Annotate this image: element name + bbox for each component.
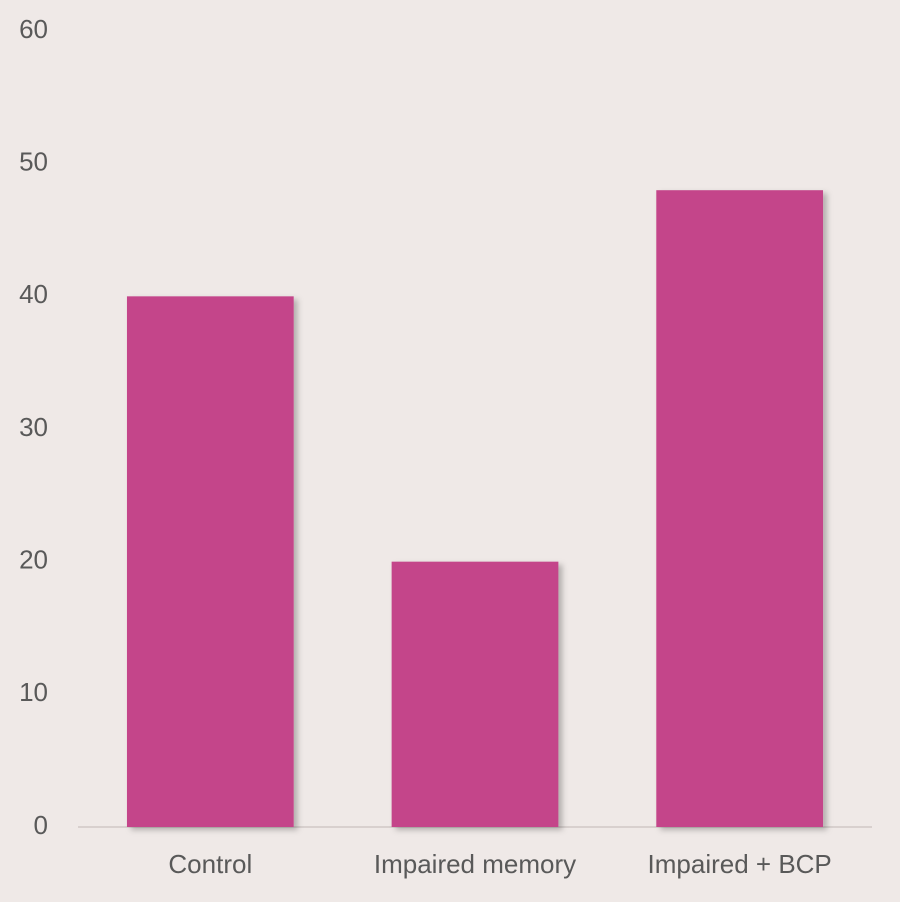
x-tick-label: Impaired + BCP bbox=[648, 849, 832, 879]
x-tick-label: Control bbox=[168, 849, 252, 879]
y-tick-label: 40 bbox=[19, 279, 48, 309]
y-tick-label: 20 bbox=[19, 545, 48, 575]
x-tick-label: Impaired memory bbox=[374, 849, 576, 879]
bar bbox=[656, 190, 824, 827]
bar bbox=[391, 561, 559, 827]
y-tick-label: 30 bbox=[19, 412, 48, 442]
y-tick-label: 60 bbox=[19, 14, 48, 44]
y-tick-label: 10 bbox=[19, 677, 48, 707]
y-tick-label: 50 bbox=[19, 147, 48, 177]
y-tick-label: 0 bbox=[34, 810, 48, 840]
bar bbox=[126, 296, 294, 827]
